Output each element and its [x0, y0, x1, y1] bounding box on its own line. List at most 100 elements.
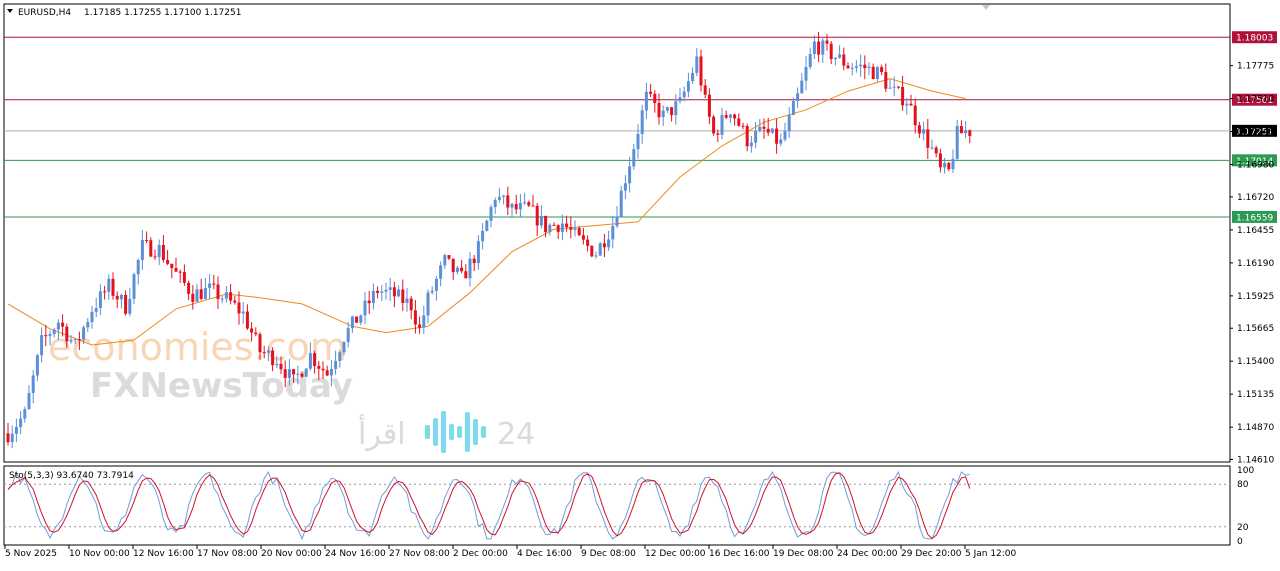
- candle[interactable]: [968, 129, 972, 144]
- candle[interactable]: [409, 295, 413, 320]
- candle[interactable]: [670, 106, 674, 122]
- candle[interactable]: [598, 241, 602, 257]
- candle[interactable]: [913, 98, 917, 134]
- candle[interactable]: [325, 365, 329, 377]
- candle[interactable]: [233, 295, 237, 305]
- candle[interactable]: [413, 300, 417, 334]
- candle[interactable]: [292, 368, 296, 383]
- candle[interactable]: [115, 291, 119, 309]
- candle[interactable]: [556, 224, 560, 239]
- candle[interactable]: [14, 418, 18, 443]
- candle[interactable]: [304, 367, 308, 377]
- candle[interactable]: [237, 291, 241, 325]
- candle[interactable]: [208, 273, 212, 300]
- candle[interactable]: [317, 360, 321, 380]
- candle[interactable]: [455, 265, 459, 275]
- candle[interactable]: [275, 355, 279, 369]
- candle[interactable]: [565, 215, 569, 232]
- candle[interactable]: [703, 79, 707, 99]
- candle[interactable]: [628, 156, 632, 193]
- candle[interactable]: [31, 370, 35, 404]
- candle[interactable]: [586, 235, 590, 252]
- candle[interactable]: [770, 128, 774, 134]
- candle[interactable]: [846, 62, 850, 69]
- candle[interactable]: [40, 327, 44, 363]
- candle[interactable]: [569, 216, 573, 239]
- candle[interactable]: [720, 107, 724, 140]
- candle[interactable]: [951, 149, 955, 173]
- candle[interactable]: [796, 87, 800, 108]
- candle[interactable]: [804, 56, 808, 91]
- candle[interactable]: [19, 410, 23, 435]
- candle[interactable]: [182, 264, 186, 286]
- candle[interactable]: [539, 205, 543, 229]
- candle[interactable]: [649, 84, 653, 98]
- candle[interactable]: [203, 277, 207, 300]
- candle[interactable]: [145, 231, 149, 244]
- candle[interactable]: [934, 145, 938, 158]
- candle[interactable]: [132, 272, 136, 304]
- moving-average-line[interactable]: [7, 78, 966, 346]
- candle[interactable]: [636, 124, 640, 159]
- candle[interactable]: [338, 349, 342, 368]
- candle[interactable]: [686, 72, 690, 98]
- candle[interactable]: [27, 385, 31, 410]
- candle[interactable]: [329, 359, 333, 387]
- candle[interactable]: [943, 157, 947, 174]
- candle[interactable]: [577, 226, 581, 236]
- candle[interactable]: [640, 104, 644, 144]
- candle[interactable]: [791, 97, 795, 116]
- candle[interactable]: [665, 106, 669, 114]
- candle[interactable]: [930, 139, 934, 150]
- candle[interactable]: [502, 194, 506, 205]
- candle[interactable]: [531, 194, 535, 207]
- candle[interactable]: [481, 223, 485, 250]
- candle[interactable]: [128, 287, 132, 317]
- candle[interactable]: [191, 285, 195, 310]
- shift-marker-icon[interactable]: [982, 5, 990, 10]
- candle[interactable]: [523, 192, 527, 206]
- candle[interactable]: [611, 215, 615, 249]
- candle[interactable]: [124, 290, 128, 316]
- candle[interactable]: [443, 253, 447, 269]
- candle[interactable]: [674, 94, 678, 125]
- candle[interactable]: [149, 237, 153, 258]
- candle[interactable]: [838, 45, 842, 59]
- candle[interactable]: [871, 63, 875, 80]
- candle[interactable]: [644, 82, 648, 119]
- candle[interactable]: [964, 121, 968, 139]
- candle[interactable]: [615, 206, 619, 229]
- candle[interactable]: [678, 88, 682, 104]
- candle[interactable]: [493, 197, 497, 215]
- candle[interactable]: [397, 285, 401, 298]
- candle[interactable]: [426, 289, 430, 324]
- candle[interactable]: [859, 54, 863, 77]
- candle[interactable]: [392, 281, 396, 308]
- candle[interactable]: [560, 214, 564, 241]
- candle[interactable]: [754, 122, 758, 149]
- candle[interactable]: [880, 64, 884, 76]
- stochastic-main-line[interactable]: [7, 470, 970, 541]
- candle[interactable]: [107, 274, 111, 300]
- candle[interactable]: [212, 275, 216, 290]
- candle[interactable]: [73, 338, 77, 344]
- candle[interactable]: [476, 235, 480, 270]
- candle[interactable]: [888, 79, 892, 89]
- candle[interactable]: [380, 285, 384, 301]
- candle[interactable]: [434, 276, 438, 301]
- candle[interactable]: [342, 341, 346, 356]
- candle[interactable]: [464, 264, 468, 279]
- candle[interactable]: [178, 269, 182, 283]
- candle[interactable]: [766, 117, 770, 136]
- candle[interactable]: [195, 283, 199, 303]
- candle[interactable]: [346, 321, 350, 348]
- candle[interactable]: [489, 204, 493, 228]
- candle[interactable]: [728, 113, 732, 124]
- candle[interactable]: [170, 263, 174, 279]
- candle[interactable]: [602, 233, 606, 258]
- candle[interactable]: [472, 254, 476, 272]
- candle[interactable]: [229, 283, 233, 305]
- candle[interactable]: [825, 34, 829, 51]
- candle[interactable]: [514, 194, 518, 215]
- candle[interactable]: [733, 113, 737, 126]
